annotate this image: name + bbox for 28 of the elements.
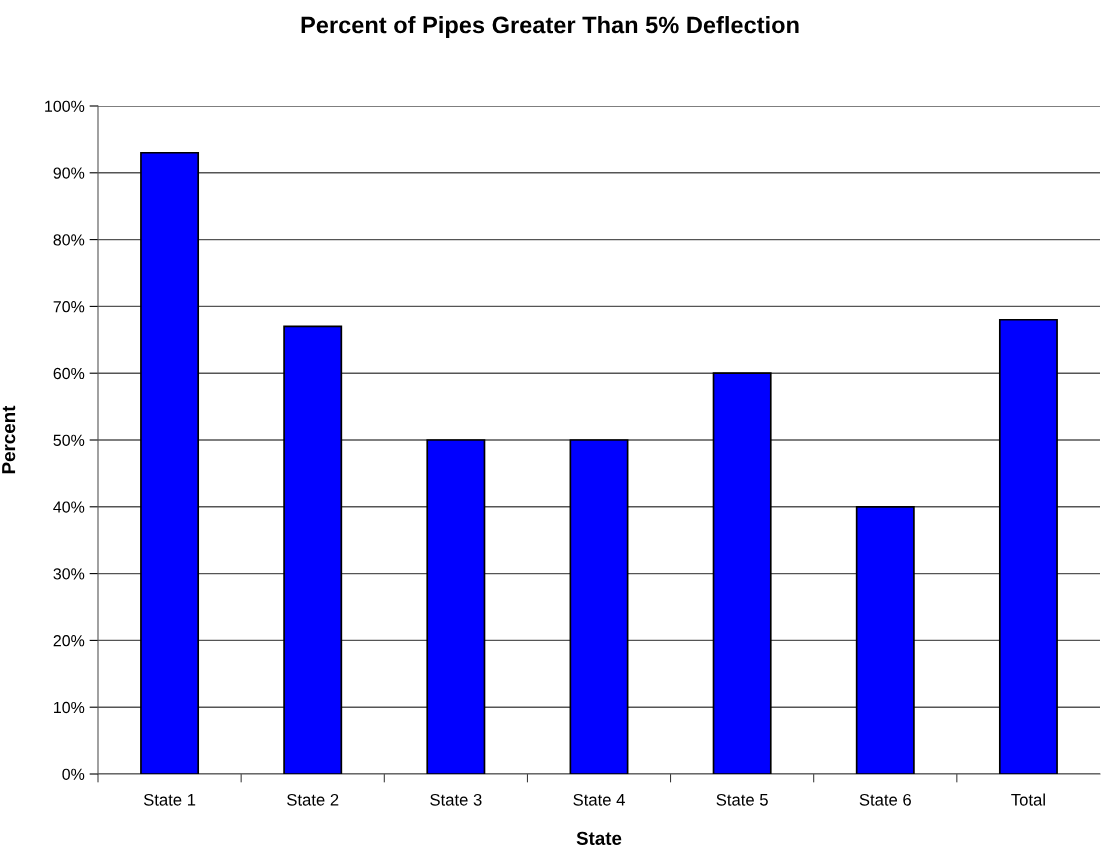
x-tick-label: State 4 <box>573 793 625 806</box>
x-tick-label: State 6 <box>859 793 911 806</box>
y-tick-label: 80% <box>53 234 85 246</box>
bar <box>712 372 772 774</box>
y-tick-label: 70% <box>53 301 85 313</box>
x-axis-title: State <box>576 831 622 845</box>
chart-title: Percent of Pipes Greater Than 5% Deflection <box>301 16 799 38</box>
y-tick-label: 0% <box>62 768 85 780</box>
bar <box>998 318 1058 774</box>
y-tick-label: 30% <box>53 568 85 580</box>
bar <box>140 151 200 774</box>
y-tick-label: 50% <box>53 434 85 446</box>
x-tick-label: State 5 <box>716 793 768 806</box>
bar <box>855 505 915 774</box>
y-tick-label: 20% <box>53 635 85 647</box>
y-tick-label: 60% <box>53 367 85 380</box>
x-tick-label: State 2 <box>287 793 339 806</box>
x-tick-label: State 1 <box>143 793 196 806</box>
bar <box>569 439 629 774</box>
y-axis-title: Percent <box>2 405 16 474</box>
y-tick-label: 100% <box>45 100 85 112</box>
y-tick-label: 40% <box>53 501 85 513</box>
bar <box>283 325 343 774</box>
y-tick-label: 90% <box>53 167 85 179</box>
x-tick-label: State 3 <box>430 793 482 806</box>
y-tick-label: 10% <box>54 701 85 714</box>
bar <box>426 439 486 774</box>
x-tick-label: Total <box>1011 793 1045 806</box>
